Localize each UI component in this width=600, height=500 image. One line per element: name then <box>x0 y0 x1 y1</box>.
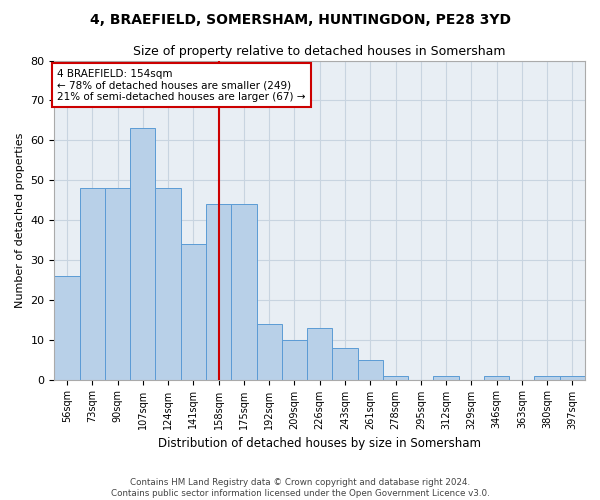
Bar <box>383 376 408 380</box>
Title: Size of property relative to detached houses in Somersham: Size of property relative to detached ho… <box>133 45 506 58</box>
Text: Contains HM Land Registry data © Crown copyright and database right 2024.
Contai: Contains HM Land Registry data © Crown c… <box>110 478 490 498</box>
Bar <box>358 360 383 380</box>
Bar <box>206 204 231 380</box>
Bar <box>282 340 307 380</box>
Bar <box>105 188 130 380</box>
Bar <box>560 376 585 380</box>
Y-axis label: Number of detached properties: Number of detached properties <box>15 132 25 308</box>
Bar <box>484 376 509 380</box>
Bar <box>155 188 181 380</box>
Text: 4 BRAEFIELD: 154sqm
← 78% of detached houses are smaller (249)
21% of semi-detac: 4 BRAEFIELD: 154sqm ← 78% of detached ho… <box>57 68 305 102</box>
Bar <box>231 204 257 380</box>
Bar <box>80 188 105 380</box>
Bar <box>181 244 206 380</box>
X-axis label: Distribution of detached houses by size in Somersham: Distribution of detached houses by size … <box>158 437 481 450</box>
Bar <box>307 328 332 380</box>
Text: 4, BRAEFIELD, SOMERSHAM, HUNTINGDON, PE28 3YD: 4, BRAEFIELD, SOMERSHAM, HUNTINGDON, PE2… <box>89 12 511 26</box>
Bar <box>257 324 282 380</box>
Bar <box>535 376 560 380</box>
Bar <box>55 276 80 380</box>
Bar <box>130 128 155 380</box>
Bar <box>332 348 358 380</box>
Bar <box>433 376 458 380</box>
